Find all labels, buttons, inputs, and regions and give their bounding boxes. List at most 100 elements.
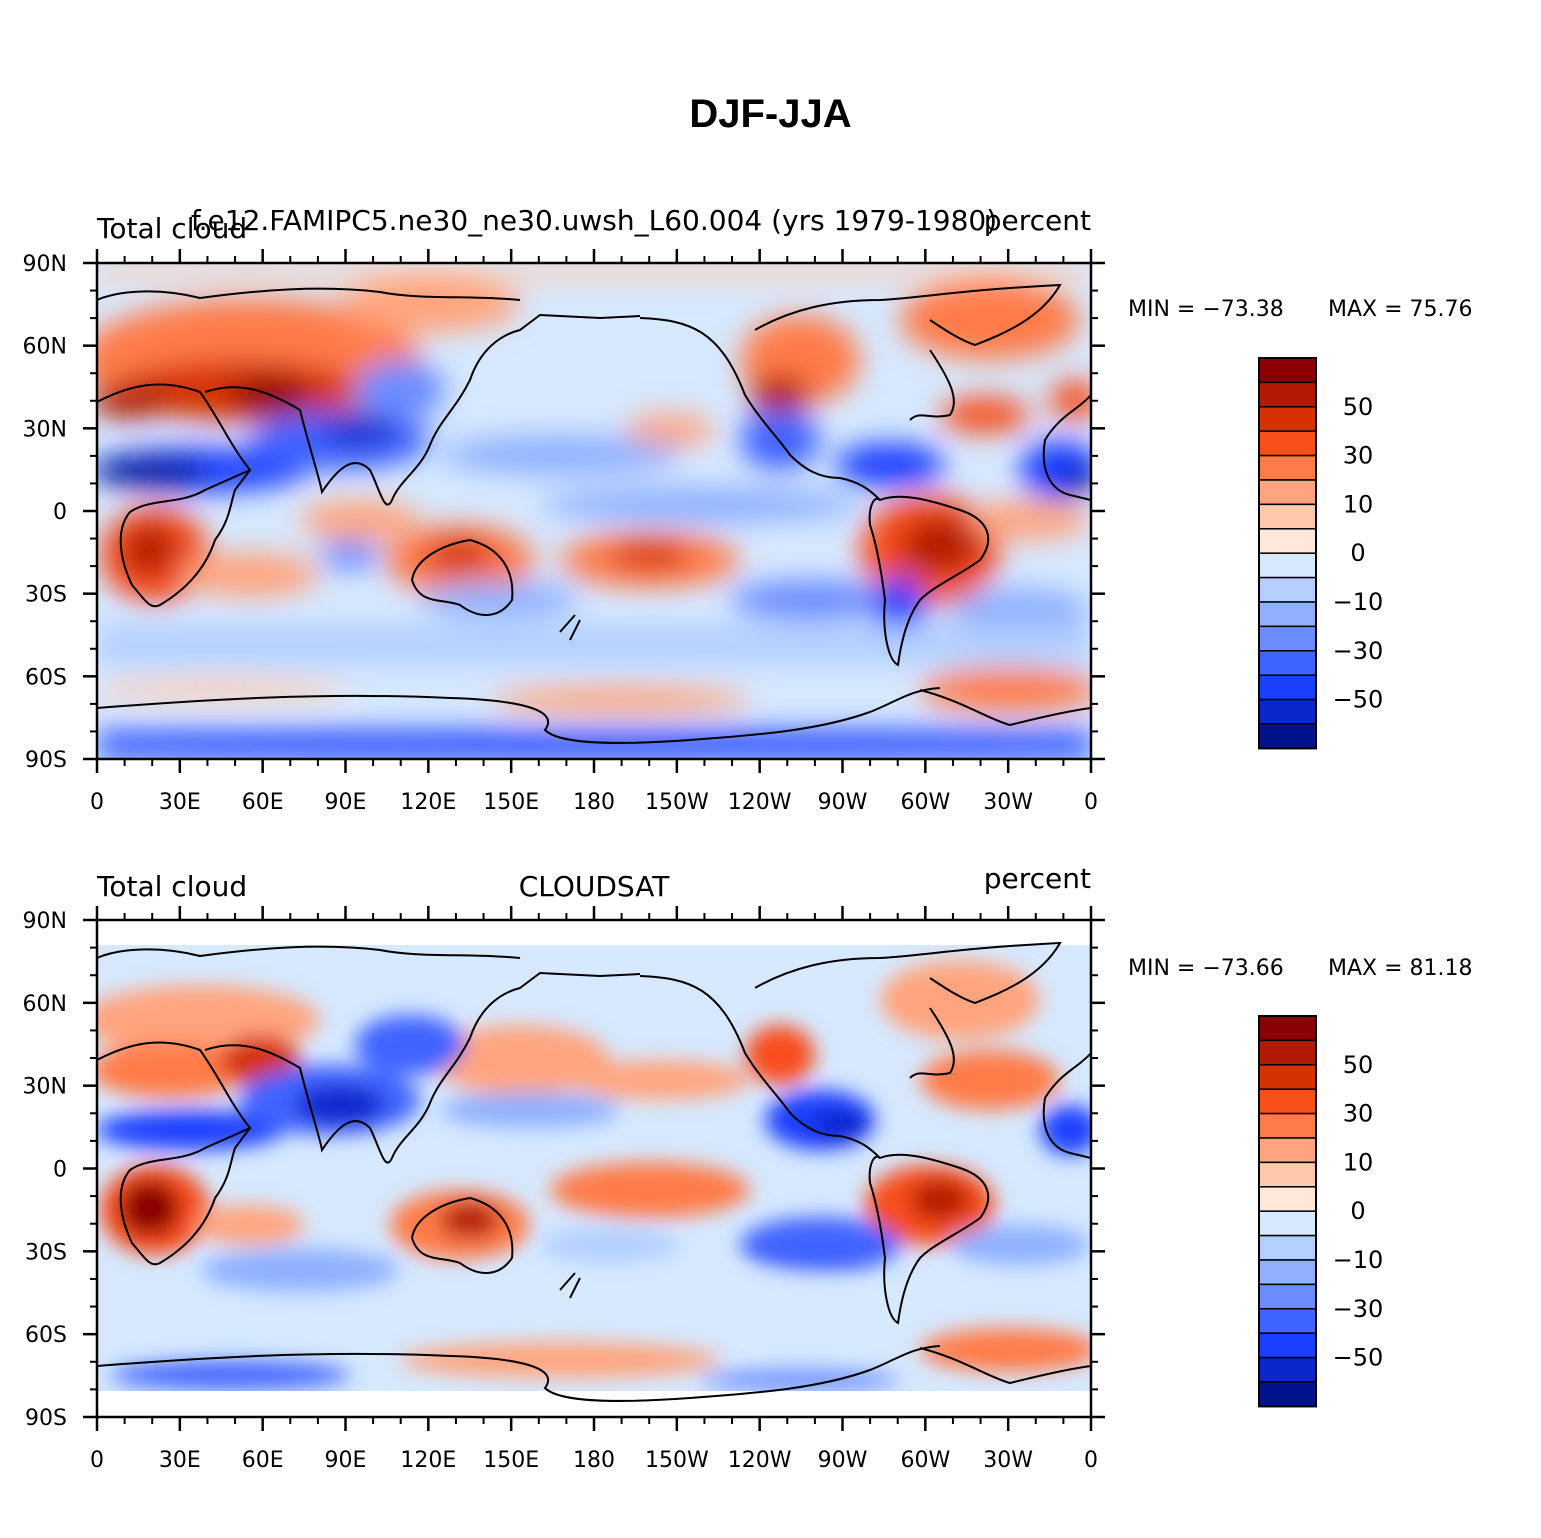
cloudsat-colorbar-label: −50 (1333, 1344, 1384, 1372)
min-label-cloudsat: MIN = −73.66 (1128, 956, 1284, 981)
model-colorbar-box (1258, 406, 1317, 432)
model-colorbar-label: 0 (1350, 539, 1365, 567)
model-colorbar-box (1258, 576, 1317, 603)
model-lat-tick-label: 60S (25, 665, 67, 690)
cloudsat-lon-tick-label: 0 (90, 1448, 104, 1473)
center-label-model: f.e12.FAMIPC5.ne30_ne30.uwsh_L60.004 (yr… (191, 204, 997, 237)
model-lat-tick-label: 60N (23, 335, 67, 360)
model-lon-tick-label: 180 (573, 790, 615, 815)
cloudsat-lat-tick-label: 60N (23, 992, 67, 1017)
colorbar-cloudsat: 50 30 10 0 −10 −30 −50 (1258, 1015, 1384, 1408)
cloudsat-colorbar-box (1258, 1064, 1317, 1090)
center-label-cloudsat: CLOUDSAT (519, 870, 671, 903)
min-label-model: MIN = −73.38 (1128, 297, 1284, 322)
cloudsat-colorbar-label: 50 (1343, 1051, 1374, 1079)
missing-data-south-cloudsat (97, 1391, 1091, 1417)
cloudsat-colorbar-label: 0 (1350, 1197, 1365, 1225)
model-colorbar-box (1258, 698, 1317, 725)
model-colorbar-label: −50 (1333, 686, 1384, 714)
cloudsat-lat-tick-label: 60S (25, 1323, 67, 1348)
colorbar-model: 50 30 10 0 −10 −30 −50 (1258, 357, 1384, 750)
right-label-model: percent (984, 204, 1091, 237)
cloudsat-colorbar-label: 10 (1343, 1148, 1374, 1176)
cloudsat-colorbar-label: −10 (1333, 1246, 1384, 1274)
cloudsat-lon-tick-label: 120W (728, 1448, 792, 1473)
cloudsat-colorbar-box (1258, 1088, 1317, 1115)
left-label-model: Total cloud (96, 212, 247, 245)
model-colorbar-box (1258, 625, 1317, 652)
axis-ticks-model: 90N 60N 30N 0 30S 60S 90S 0 30E 60E 90E 120E 150E 180… (23, 249, 1105, 815)
contour-field-model (97, 263, 1091, 759)
model-colorbar-box (1258, 430, 1317, 457)
model-lon-tick-label: 60E (242, 790, 284, 815)
cloudsat-lon-tick-label: 150W (645, 1448, 709, 1473)
cloudsat-lon-tick-label: 60E (242, 1448, 284, 1473)
model-colorbar-label: −30 (1333, 637, 1384, 665)
model-colorbar-box (1258, 650, 1317, 676)
cloudsat-lat-tick-label: 90N (23, 909, 67, 934)
max-label-model: MAX = 75.76 (1328, 297, 1473, 322)
model-colorbar-box (1258, 723, 1317, 750)
contour-field-cloudsat (97, 945, 1091, 1391)
cloudsat-lon-tick-label: 180 (573, 1448, 615, 1473)
model-lon-tick-label: 30W (983, 790, 1033, 815)
cloudsat-lon-tick-label: 90E (325, 1448, 367, 1473)
cloudsat-lon-tick-label: 30E (159, 1448, 201, 1473)
cloudsat-colorbar-box (1258, 1234, 1317, 1261)
cloudsat-colorbar-label: 30 (1343, 1100, 1374, 1128)
cloudsat-lon-tick-label: 60W (900, 1448, 950, 1473)
model-colorbar-box (1258, 528, 1317, 554)
cloudsat-colorbar-box (1258, 1332, 1317, 1359)
cloudsat-colorbar-box (1258, 1283, 1317, 1310)
cloudsat-colorbar-box (1258, 1308, 1317, 1334)
map-panel-cloudsat: 90N 60N 30N 0 30S 60S 90S 0 30E 60E 90E 120E 150E 180… (23, 862, 1473, 1473)
cloudsat-lat-tick-label: 0 (53, 1158, 67, 1183)
model-lon-tick-label: 150E (483, 790, 539, 815)
cloudsat-lat-tick-label: 30N (23, 1075, 67, 1100)
cloudsat-colorbar-box (1258, 1039, 1317, 1066)
model-colorbar-label: 50 (1343, 393, 1374, 421)
model-colorbar-label: 30 (1343, 442, 1374, 470)
cloudsat-colorbar-label: −30 (1333, 1295, 1384, 1323)
axis-ticks-cloudsat: 90N 60N 30N 0 30S 60S 90S 0 30E 60E 90E 120E 150E 180… (23, 906, 1105, 1473)
max-label-cloudsat: MAX = 81.18 (1328, 956, 1473, 981)
cloudsat-lat-tick-label: 90S (25, 1406, 67, 1431)
cloudsat-colorbar-box (1258, 1356, 1317, 1383)
left-label-cloudsat: Total cloud (96, 870, 247, 903)
model-lon-tick-label: 90W (818, 790, 868, 815)
figure-title: DJF-JJA (689, 92, 852, 136)
cloudsat-colorbar-box (1258, 1015, 1317, 1042)
cloudsat-colorbar-box (1258, 1259, 1317, 1286)
cloudsat-lon-tick-label: 120E (400, 1448, 456, 1473)
model-lon-tick-label: 30E (159, 790, 201, 815)
cloudsat-lon-tick-label: 0 (1084, 1448, 1098, 1473)
model-lat-tick-label: 30S (25, 583, 67, 608)
model-lat-tick-label: 90N (23, 252, 67, 277)
model-colorbar-label: −10 (1333, 588, 1384, 616)
model-colorbar-box (1258, 479, 1317, 506)
cloudsat-colorbar-box (1258, 1112, 1317, 1139)
model-lat-tick-label: 90S (25, 748, 67, 773)
model-colorbar-box (1258, 674, 1317, 701)
model-lon-tick-label: 120E (400, 790, 456, 815)
cloudsat-lon-tick-label: 30W (983, 1448, 1033, 1473)
map-panel-model: 90N 60N 30N 0 30S 60S 90S 0 30E 60E 90E 120E 150E 180… (23, 204, 1473, 815)
missing-data-north-cloudsat (97, 920, 1091, 945)
model-colorbar-box (1258, 381, 1317, 408)
cloudsat-lat-tick-label: 30S (25, 1240, 67, 1265)
model-lat-tick-label: 30N (23, 417, 67, 442)
coastlines-model (97, 283, 1091, 744)
cloudsat-colorbar-box (1258, 1186, 1317, 1212)
model-colorbar-box (1258, 357, 1317, 384)
coastlines-cloudsat (96, 941, 1092, 1402)
model-colorbar-box (1258, 454, 1317, 481)
model-colorbar-box (1258, 503, 1317, 530)
cloudsat-colorbar-box (1258, 1161, 1317, 1188)
model-colorbar-box (1258, 601, 1317, 628)
model-lat-tick-label: 0 (53, 500, 67, 525)
model-lon-tick-label: 120W (728, 790, 792, 815)
cloudsat-lon-tick-label: 90W (818, 1448, 868, 1473)
model-lon-tick-label: 150W (645, 790, 709, 815)
model-colorbar-box (1258, 552, 1317, 579)
